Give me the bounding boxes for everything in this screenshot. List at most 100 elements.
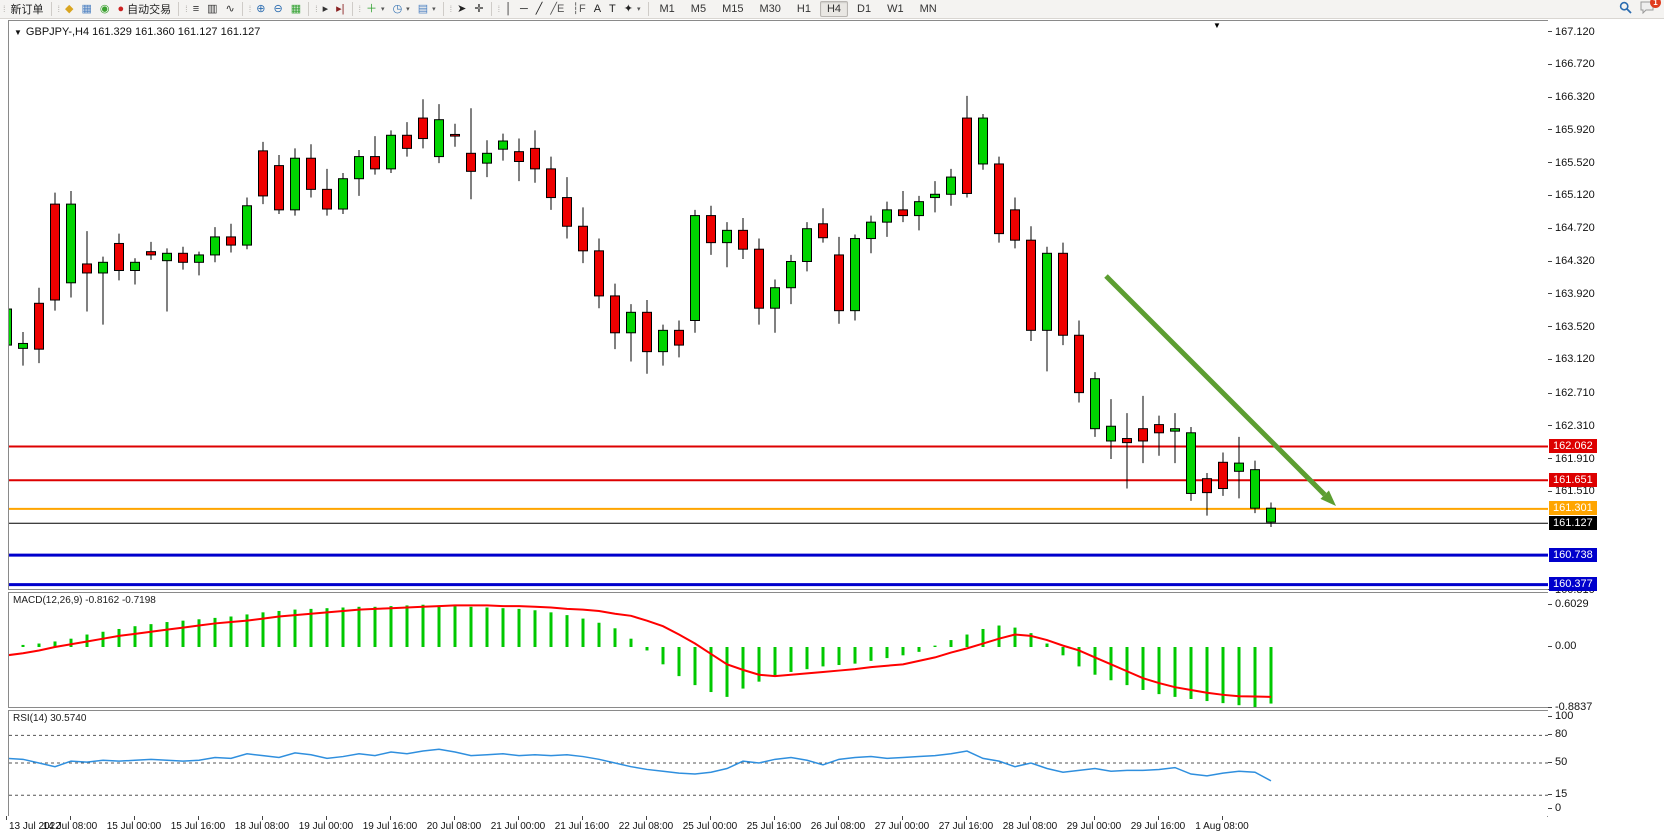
candle: [322, 168, 332, 216]
macd-axis-tick: 0.6029: [1548, 598, 1589, 610]
data-window-icon[interactable]: ▦: [78, 3, 96, 16]
candle: [9, 308, 12, 346]
vertical-line-icon[interactable]: │: [501, 3, 516, 16]
periods-icon: ◷: [392, 2, 403, 15]
search-icon[interactable]: [1619, 1, 1632, 17]
timeframe-w1[interactable]: W1: [887, 3, 904, 15]
fibonacci-icon[interactable]: ┆F: [568, 3, 589, 16]
price-tag-161.301: 161.301: [1549, 501, 1597, 516]
candle: [50, 192, 60, 311]
timeframe-h4[interactable]: H4: [819, 1, 848, 17]
main-toolbar: ⁞ 新订单 ⁞ ◆ ▦ ◉ ● 自动交易 ⁞ ≡ ▥ ∿ ⁞ ⊕ ⊖ ▦ ⁞ ▸ ▸| ⁞ ＋ ▾ ◷ ▾ ▤ ▾ ⁞ ➤ ✛ ⁞ │ ─ ╱ ╱…: [0, 0, 1664, 19]
macd-panel[interactable]: [8, 592, 1549, 708]
time-axis[interactable]: 13 Jul 2022 14 Jul 08:00 15 Jul 00:00 15 Ju…: [6, 816, 1547, 839]
time-axis-label: 26 Jul 08:00: [810, 821, 866, 832]
trendline-icon[interactable]: ╱: [532, 3, 547, 16]
periods-icon-dropdown[interactable]: ▾: [406, 6, 410, 13]
line-chart-icon[interactable]: ∿: [222, 3, 239, 16]
candle: [1170, 413, 1180, 464]
sound-icon[interactable]: ◉: [96, 3, 114, 16]
crosshair-icon[interactable]: ✛: [470, 3, 487, 16]
timeframe-m30[interactable]: M30: [759, 3, 781, 15]
candle: [866, 215, 876, 254]
shapes-icon: ✦: [623, 2, 633, 15]
market-watch-icon[interactable]: ◆: [61, 3, 77, 16]
templates-icon-dropdown[interactable]: ▾: [432, 6, 436, 13]
candle: [690, 209, 700, 333]
zoom-in-icon[interactable]: ⊕: [252, 3, 269, 16]
candle: [274, 154, 284, 214]
time-axis-label: 15 Jul 00:00: [106, 821, 162, 832]
candle: [562, 177, 572, 239]
horizontal-line-icon[interactable]: ─: [516, 3, 532, 16]
time-axis-tick: [710, 816, 711, 820]
rsi-chart[interactable]: [9, 711, 1548, 816]
rsi-line: [9, 748, 1272, 782]
templates-icon[interactable]: ▤ ▾: [414, 3, 440, 16]
auto-trading-button[interactable]: ● 自动交易: [117, 2, 172, 16]
candlestick-chart[interactable]: [9, 21, 1548, 589]
rsi-axis-tick: 50: [1548, 756, 1567, 768]
zoom-out-icon[interactable]: ⊖: [269, 3, 286, 16]
candle: [98, 256, 108, 325]
timeframe-m1[interactable]: M1: [659, 3, 675, 15]
text-icon[interactable]: A: [590, 3, 605, 16]
time-axis-label: 15 Jul 16:00: [170, 821, 226, 832]
chart-shift-end-marker[interactable]: ▼: [1213, 21, 1221, 30]
candle: [1250, 460, 1260, 514]
candle: [770, 279, 780, 333]
candle: [290, 148, 300, 216]
periods-icon[interactable]: ◷ ▾: [389, 3, 414, 16]
price-tag-162.062: 162.062: [1549, 439, 1597, 454]
chart-title-collapse-icon[interactable]: ▼: [14, 28, 22, 37]
macd-axis-tick: 0.00: [1548, 640, 1576, 652]
sound-icon: ◉: [99, 2, 110, 15]
candle: [402, 122, 412, 157]
candle: [194, 251, 204, 276]
candle: [914, 195, 924, 231]
new-order-button[interactable]: 新订单: [10, 4, 44, 16]
bar-chart-icon[interactable]: ≡: [189, 3, 203, 16]
trend-arrow[interactable]: [1104, 274, 1336, 506]
time-axis-label: 14 Jul 08:00: [42, 821, 98, 832]
toolbar-separator: [50, 2, 52, 16]
indicators-icon[interactable]: ＋ ▾: [362, 3, 389, 16]
time-axis-label: 25 Jul 16:00: [746, 821, 802, 832]
auto-scroll-icon[interactable]: ▸: [319, 3, 333, 16]
candlestick-chart-icon[interactable]: ▥: [203, 3, 221, 16]
timeframe-h1[interactable]: H1: [796, 3, 811, 15]
cursor-icon[interactable]: ➤: [453, 3, 470, 16]
time-axis-label: 19 Jul 00:00: [298, 821, 354, 832]
time-axis-tick: [198, 816, 199, 820]
toolbar-grip: ⁞: [185, 4, 187, 14]
candle: [1154, 415, 1164, 456]
timeframe-m5[interactable]: M5: [690, 3, 707, 15]
macd-chart[interactable]: [9, 593, 1548, 707]
chart-shift-icon[interactable]: ▸|: [332, 3, 348, 16]
price-chart-panel[interactable]: [8, 20, 1549, 590]
candle: [418, 99, 428, 149]
candle: [594, 238, 604, 309]
timeframe-d1[interactable]: D1: [857, 3, 872, 15]
time-axis-tick: [646, 816, 647, 820]
candle: [882, 201, 892, 237]
candle: [1026, 226, 1036, 341]
notification-icon[interactable]: 1: [1640, 0, 1661, 17]
price-tag-161.127: 161.127: [1549, 515, 1597, 530]
timeframe-m15[interactable]: M15: [722, 3, 744, 15]
tile-windows-icon[interactable]: ▦: [287, 3, 305, 16]
shapes-icon-dropdown[interactable]: ▾: [636, 6, 641, 13]
shapes-icon[interactable]: ✦ ▾: [620, 3, 645, 16]
candle: [1058, 242, 1068, 346]
timeframe-mn[interactable]: MN: [919, 3, 937, 15]
toolbar-separator: [442, 2, 444, 16]
indicators-icon-dropdown[interactable]: ▾: [381, 6, 385, 13]
label-icon[interactable]: T: [605, 3, 620, 16]
candle: [82, 231, 92, 312]
channel-icon[interactable]: ╱E: [546, 3, 568, 16]
price-axis[interactable]: 167.120 166.720 166.320 165.920 165.520 165.1…: [1548, 20, 1664, 817]
candle: [626, 304, 636, 362]
candle: [738, 218, 748, 260]
time-axis-label: 20 Jul 08:00: [426, 821, 482, 832]
rsi-panel[interactable]: [8, 710, 1549, 817]
